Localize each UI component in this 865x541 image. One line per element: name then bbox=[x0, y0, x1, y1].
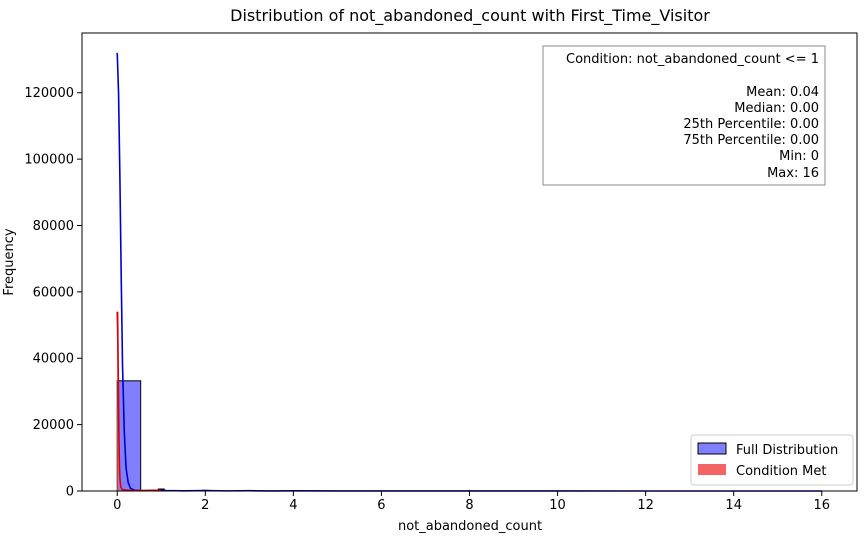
legend-label-full-distribution: Full Distribution bbox=[736, 443, 838, 458]
stats-condition: Condition: not_abandoned_count <= 1 bbox=[566, 52, 819, 67]
y-tick-label: 60000 bbox=[33, 285, 74, 300]
x-tick-label: 10 bbox=[549, 498, 566, 513]
y-tick-label: 20000 bbox=[33, 418, 74, 433]
legend-label-condition-met: Condition Met bbox=[736, 464, 826, 479]
x-tick-label: 8 bbox=[465, 498, 473, 513]
y-tick-label: 100000 bbox=[24, 153, 74, 168]
legend-swatch-full-distribution bbox=[698, 443, 726, 454]
stats-mean: Mean: 0.04 bbox=[746, 85, 819, 100]
y-tick-label: 120000 bbox=[24, 86, 74, 101]
y-tick-label: 80000 bbox=[33, 219, 74, 234]
x-tick-label: 14 bbox=[725, 498, 742, 513]
stats-max: Max: 16 bbox=[767, 166, 819, 181]
full-distribution-bar bbox=[117, 381, 140, 491]
stats-min: Min: 0 bbox=[779, 149, 819, 164]
chart-title: Distribution of not_abandoned_count with… bbox=[230, 6, 710, 26]
legend-swatch-condition-met bbox=[698, 464, 726, 475]
stats-box: Condition: not_abandoned_count <= 1 Mean… bbox=[543, 46, 825, 185]
y-tick-label: 0 bbox=[66, 485, 74, 500]
x-tick-label: 6 bbox=[377, 498, 385, 513]
stats-p75: 75th Percentile: 0.00 bbox=[683, 133, 819, 148]
x-tick-label: 16 bbox=[813, 498, 830, 513]
y-tick-label: 40000 bbox=[33, 352, 74, 367]
x-axis-label: not_abandoned_count bbox=[398, 519, 542, 534]
x-tick-label: 12 bbox=[637, 498, 654, 513]
x-tick-label: 4 bbox=[289, 498, 297, 513]
stats-median: Median: 0.00 bbox=[734, 101, 819, 116]
stats-p25: 25th Percentile: 0.00 bbox=[683, 117, 819, 132]
x-tick-label: 2 bbox=[201, 498, 209, 513]
x-tick-label: 0 bbox=[113, 498, 121, 513]
y-axis-label: Frequency bbox=[2, 228, 17, 295]
legend: Full Distribution Condition Met bbox=[691, 435, 853, 485]
